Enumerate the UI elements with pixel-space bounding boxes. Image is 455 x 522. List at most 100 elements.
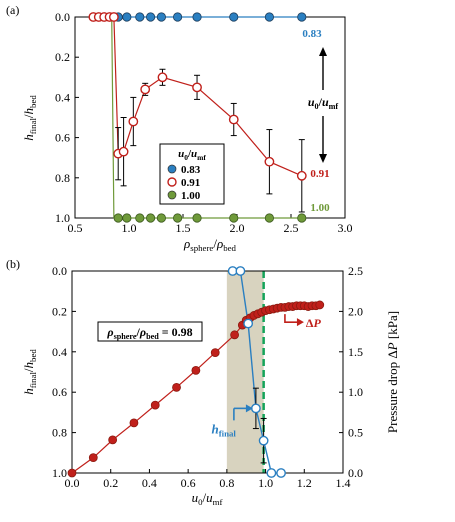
point-dp [150,400,160,410]
x-tick-label-a: 1.0 [122,221,137,235]
x-tick-label-b: 0.6 [181,476,196,490]
y-left-tick-label-b: 0.4 [52,345,67,359]
panel-b: 0.0 0.2 0.4 0.6 0.8 1.0 1.2 1.40.00.20.40.60.81… [6,257,400,507]
y-left-tick-label-b: 0.0 [52,264,67,278]
x-axis-label-b: u0​/umf​ [192,490,223,507]
density-ratio-frame [97,321,203,342]
point-1.00 [173,213,183,223]
x-tick-label-a: 0.5 [68,221,83,235]
point-hfinal [258,435,269,446]
point-dp [108,435,118,445]
x-tick-label-a: 1.5 [176,221,191,235]
y-right-tick-label-b: 0.0 [348,466,363,480]
y-right-tick-label-b: 1.5 [348,345,363,359]
point-1.00 [229,213,239,223]
point-0.83 [156,12,166,22]
point-0.83 [192,12,202,22]
x-tick-label-b: 1.0 [258,476,273,490]
point-0.83 [146,12,156,22]
point-0.91 [157,72,168,83]
density-ratio-box: ρsphere​/ρbed​ = 0.98 [97,321,203,342]
point-0.91 [228,114,239,125]
point-0.91 [296,170,307,181]
annotation-1.00: 1.00 [310,202,330,214]
point-hfinal [235,266,246,276]
annotation-arrowhead-down [319,154,327,163]
point-0.91 [128,116,139,127]
point-hfinal [243,318,254,329]
point-1.00 [135,213,145,223]
y-left-axis-label-b: hfinal​/hbed​ [21,349,38,395]
point-0.91 [108,12,119,22]
legend-marker-0.91 [167,177,177,187]
legend-label-1.00: 1.00 [181,190,201,202]
y-tick-label-a: 0.8 [55,171,70,185]
legend-title-a: u0​/umf​ [178,148,206,162]
point-dp [172,382,181,392]
dp-arrow [284,314,299,323]
x-tick-label-b: 1.4 [336,476,351,490]
point-dp [88,453,98,463]
point-1.00 [264,213,274,223]
y-tick-label-a: 0.6 [55,131,70,145]
panel-label-b: (b) [6,257,20,271]
annotation-arrowhead-up [319,47,327,56]
y-left-tick-label-b: 0.2 [52,304,67,318]
point-0.83 [135,12,145,22]
point-0.91 [118,146,129,157]
annotation-0.91: 0.91 [310,168,329,180]
point-dp [67,468,77,478]
point-hfinal [250,403,261,414]
point-0.91 [140,84,151,95]
point-0.91 [192,82,202,93]
dp-arrowhead [296,318,304,327]
y-axis-label-a: hfinal​/hbed​ [21,95,38,141]
y-right-tick-label-b: 0.5 [348,426,363,440]
y-right-tick-label-b: 2.0 [348,304,363,318]
annotation-u0-umf: u0​/umf​ [308,95,339,111]
hfinal-label: hfinal​ [211,421,236,438]
point-dp [129,418,139,428]
x-tick-label-a: 2.5 [284,221,299,235]
point-dp [315,300,325,310]
point-hfinal [276,468,286,478]
plot-frame-b [71,270,344,474]
y-right-tick-label-b: 2.5 [348,264,363,278]
x-tick-label-b: 0.8 [219,476,234,490]
y-left-tick-label-b: 1.0 [52,466,67,480]
point-1.00 [156,213,166,223]
x-tick-label-b: 0.2 [103,476,118,490]
x-tick-label-b: 0.0 [65,476,80,490]
panel-label-a: (a) [6,3,19,17]
annotation-0.83: 0.83 [302,28,322,40]
hfinal-arrowhead [245,404,253,413]
point-dp [210,348,220,358]
point-1.00 [192,213,202,223]
legend-label-0.91: 0.91 [181,177,200,189]
legend-marker-1.00 [167,190,177,200]
legend-a: u0​/umf​ 0.830.911.00 [159,143,225,205]
y-right-tick-label-b: 1.0 [348,385,363,399]
dp-label: ΔP [306,316,322,330]
point-hfinal [266,468,277,478]
x-axis-label-a: ρsphere​/ρbed​ [183,236,237,253]
point-1.00 [122,213,132,223]
point-0.83 [264,12,274,22]
point-0.83 [173,12,183,22]
point-dp [230,330,240,340]
y-tick-label-a: 0.2 [55,50,70,64]
point-dp [191,365,201,375]
y-left-tick-label-b: 0.6 [52,385,67,399]
point-1.00 [113,213,123,223]
point-0.83 [122,12,132,22]
panel-a: 0.5 1.0 1.5 2.0 2.5 3.00.00.20.40.60.81.0(a)ρ… [6,3,353,253]
point-1.00 [297,213,307,223]
point-1.00 [146,213,156,223]
y-left-tick-label-b: 0.8 [52,426,67,440]
legend-label-0.83: 0.83 [181,164,201,176]
x-tick-label-a: 3.0 [338,221,353,235]
y-tick-label-a: 1.0 [55,211,70,225]
x-tick-label-a: 2.0 [230,221,245,235]
x-tick-label-b: 1.2 [297,476,312,490]
